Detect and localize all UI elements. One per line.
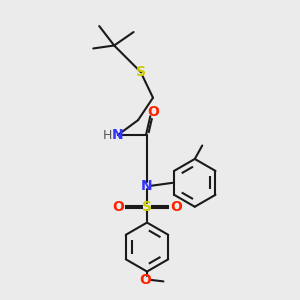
Text: H: H	[103, 129, 112, 142]
Text: O: O	[112, 200, 124, 214]
Text: N: N	[111, 128, 123, 142]
Text: O: O	[147, 105, 159, 119]
Text: O: O	[170, 200, 182, 214]
Text: S: S	[136, 65, 146, 80]
Text: O: O	[140, 273, 152, 287]
Text: S: S	[142, 200, 152, 214]
Text: N: N	[141, 179, 153, 193]
